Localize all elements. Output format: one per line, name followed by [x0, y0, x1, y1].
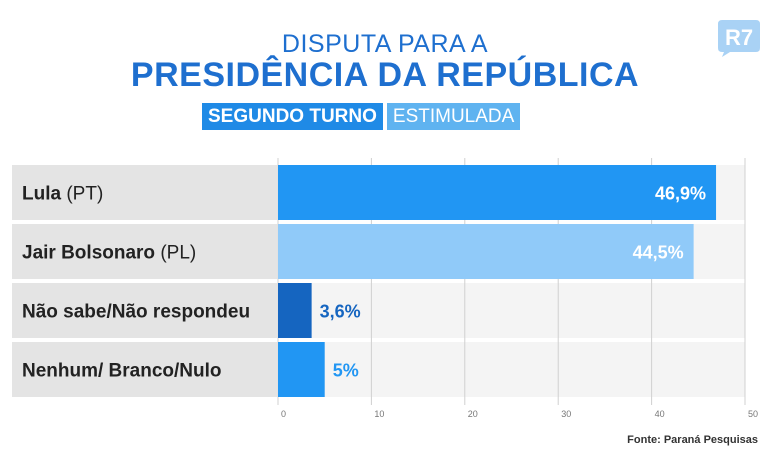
- value-label: 44,5%: [633, 243, 684, 263]
- value-label: 5%: [333, 361, 359, 381]
- tag-estimulada: ESTIMULADA: [386, 103, 521, 130]
- category-name: Nenhum/ Branco/Nulo: [22, 361, 222, 382]
- x-tick-label: 20: [468, 409, 478, 419]
- tag-segundo-turno: SEGUNDO TURNO: [202, 103, 383, 130]
- category-party: (PT): [61, 184, 103, 205]
- value-label: 3,6%: [320, 302, 361, 322]
- source-note: Fonte: Paraná Pesquisas: [627, 434, 758, 446]
- x-tick-label: 0: [281, 409, 286, 419]
- bar: [278, 165, 717, 220]
- x-tick-label: 30: [561, 409, 571, 419]
- bars: Lula (PT) 46,9% Jair Bolsonaro (PL) 44,5% Nã…: [12, 165, 717, 397]
- bar: [278, 283, 312, 338]
- x-axis-ticks: 0 10 20 30 40 50: [281, 409, 758, 419]
- x-tick-label: 10: [374, 409, 384, 419]
- category-party: (PL): [155, 243, 196, 264]
- x-tick-label: 50: [748, 409, 758, 419]
- title-line-1: DISPUTA PARA A: [281, 30, 489, 58]
- category-label: Nenhum/ Branco/Nulo: [22, 361, 222, 382]
- category-name: Jair Bolsonaro: [22, 243, 155, 264]
- bar: [278, 224, 694, 279]
- category-label-bg: [12, 165, 277, 220]
- category-label: Jair Bolsonaro (PL): [22, 243, 196, 264]
- category-name: Lula: [22, 184, 61, 205]
- chart-header: DISPUTA PARA A PRESIDÊNCIA DA REPÚBLICA …: [0, 0, 770, 140]
- value-label: 46,9%: [655, 184, 706, 204]
- category-label-bg: [12, 224, 277, 279]
- logo-text: R7: [725, 25, 753, 50]
- category-label-bg: [12, 342, 277, 397]
- category-name: Não sabe/Não respondeu: [22, 302, 250, 323]
- tag-group: SEGUNDO TURNO ESTIMULADA: [202, 103, 521, 130]
- bar: [278, 342, 325, 397]
- category-label: Lula (PT): [22, 184, 103, 205]
- category-label-bg: [12, 283, 277, 338]
- category-label: Não sabe/Não respondeu: [22, 302, 250, 323]
- chart-title: PRESIDÊNCIA DA REPÚBLICA: [130, 56, 640, 94]
- r7-logo: R7: [718, 20, 760, 57]
- x-tick-label: 40: [655, 409, 665, 419]
